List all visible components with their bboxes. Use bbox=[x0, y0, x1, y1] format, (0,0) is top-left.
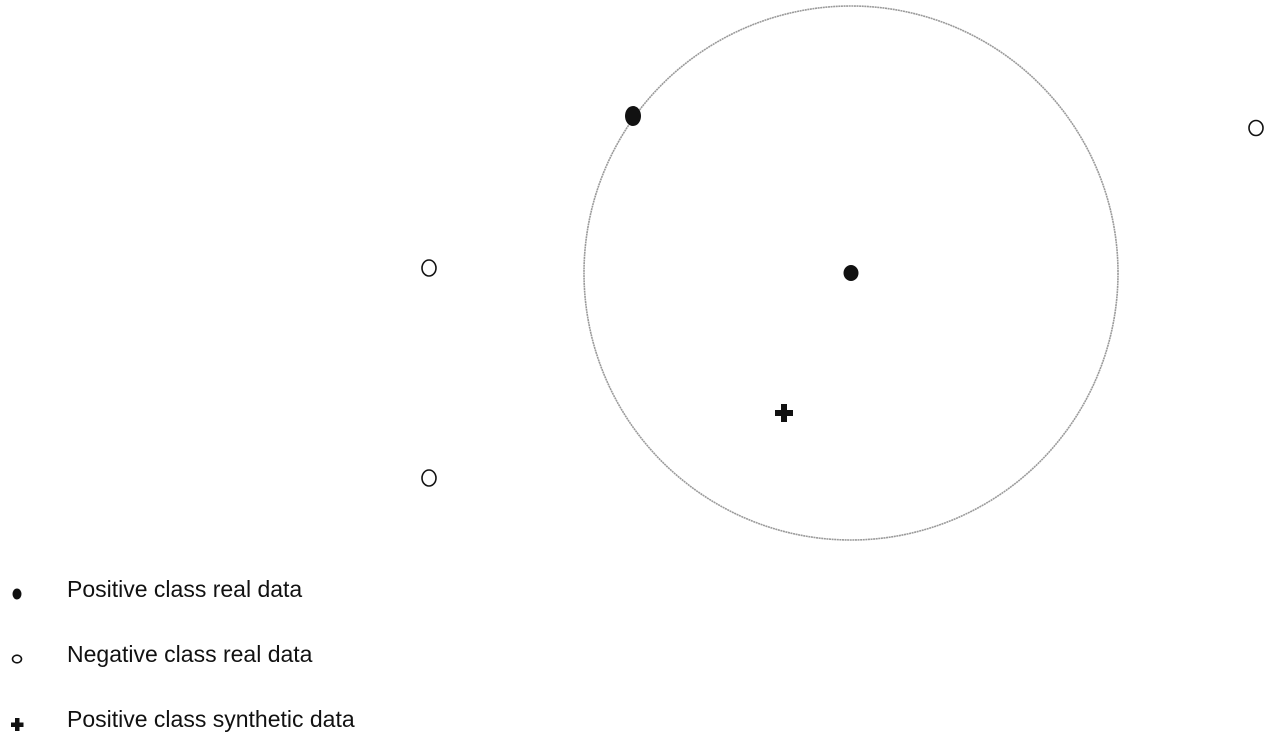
negative-point-left-lower bbox=[421, 469, 437, 487]
legend: Positive class real data Negative class … bbox=[0, 560, 600, 735]
positive-point-on-circle bbox=[625, 106, 641, 126]
neighborhood-circle bbox=[583, 5, 1119, 541]
legend-label-positive-synthetic: Positive class synthetic data bbox=[67, 706, 355, 732]
negative-point-right bbox=[1248, 119, 1264, 137]
plus-icon bbox=[11, 718, 24, 731]
legend-label-negative-real: Negative class real data bbox=[67, 641, 313, 667]
legend-label-positive-real: Positive class real data bbox=[67, 576, 303, 602]
filled-dot-icon bbox=[12, 588, 22, 600]
negative-point-left-upper bbox=[421, 259, 437, 277]
legend-item-positive-synthetic: Positive class synthetic data bbox=[0, 700, 600, 740]
legend-item-positive-real: Positive class real data bbox=[0, 570, 600, 610]
positive-point-center bbox=[843, 265, 859, 281]
hollow-dot-icon bbox=[11, 654, 23, 664]
synthetic-point bbox=[775, 404, 793, 422]
legend-item-negative-real: Negative class real data bbox=[0, 635, 600, 675]
diagram-canvas bbox=[421, 5, 1264, 541]
points-layer bbox=[421, 106, 1264, 487]
